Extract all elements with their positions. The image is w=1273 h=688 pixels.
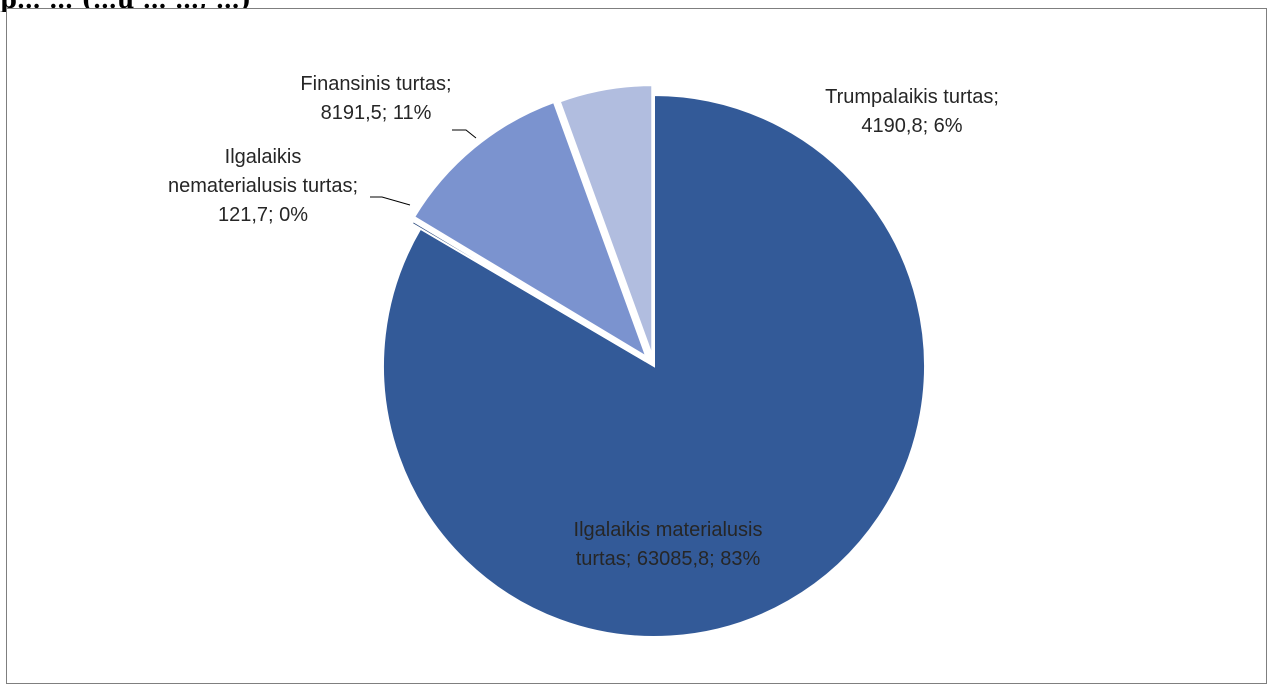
data-label-line: 8191,5; 11%: [321, 102, 432, 124]
leader-line-3: [452, 129, 477, 139]
data-label-line: Ilgalaikis materialusis: [574, 519, 763, 541]
data-label-line: Ilgalaikis: [225, 146, 302, 168]
data-label-1: Ilgalaikis materialusis turtas; 63085,8; …: [574, 519, 763, 570]
data-label-line: Trumpalaikis turtas;: [825, 86, 999, 108]
pie-slice-4: [558, 84, 654, 357]
data-label-2: Ilgalaikis nematerialusis turtas; 121,7; 0…: [168, 146, 358, 226]
pie-slice-2: [410, 219, 646, 362]
data-label-line: nematerialusis turtas;: [168, 175, 358, 197]
data-label-line: 4190,8; 6%: [861, 115, 962, 137]
data-label-3: Finansinis turtas; 8191,5; 11%: [300, 73, 451, 124]
data-label-line: 121,7; 0%: [218, 204, 308, 226]
data-label-line: turtas; 63085,8; 83%: [576, 548, 761, 570]
page-title: p… … (…ų … …, …): [0, 0, 1273, 12]
pie-slice-3: [412, 100, 649, 360]
data-label-line: Finansinis turtas;: [300, 73, 451, 95]
leader-line-2: [370, 196, 411, 206]
data-label-4: Trumpalaikis turtas; 4190,8; 6%: [825, 86, 999, 137]
pie-slice-1: [382, 93, 926, 638]
